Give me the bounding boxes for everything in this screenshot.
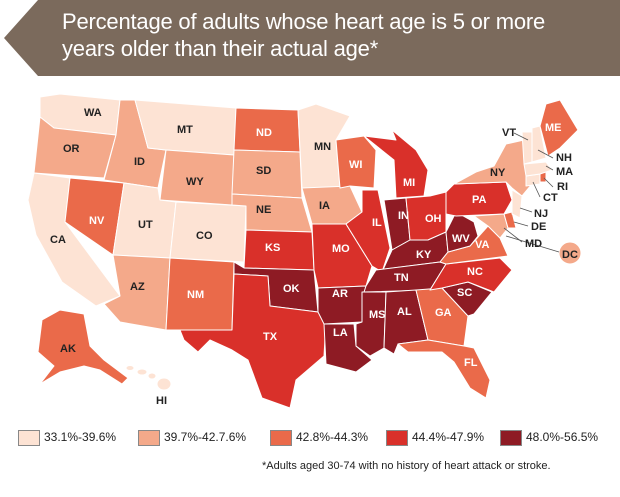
svg-text:DC: DC xyxy=(562,249,578,261)
state-NJ xyxy=(511,189,523,219)
svg-text:TN: TN xyxy=(394,272,409,284)
title-banner xyxy=(4,0,620,76)
svg-text:VA: VA xyxy=(475,239,490,251)
svg-text:PA: PA xyxy=(472,194,487,206)
svg-text:LA: LA xyxy=(333,327,348,339)
legend-label: 44.4%-47.9% xyxy=(412,430,485,444)
svg-text:GA: GA xyxy=(435,307,452,319)
state-AR xyxy=(317,285,367,325)
svg-text:TX: TX xyxy=(263,331,278,343)
svg-text:NJ: NJ xyxy=(534,208,548,220)
state-labels: WA MT ND MN OR ID WY SD WI MI NY ME VT N… xyxy=(50,107,578,407)
title-line-2: years older than their actual age* xyxy=(62,36,379,61)
state-IL xyxy=(345,189,391,273)
legend-swatch xyxy=(138,430,160,446)
svg-text:MN: MN xyxy=(314,141,331,153)
svg-text:SC: SC xyxy=(457,287,472,299)
svg-text:NE: NE xyxy=(256,204,271,216)
svg-text:SD: SD xyxy=(256,165,271,177)
svg-text:MS: MS xyxy=(369,309,386,321)
svg-text:KY: KY xyxy=(416,249,432,261)
state-MD xyxy=(473,213,509,239)
state-NH xyxy=(531,125,547,163)
banner-shape xyxy=(4,0,620,76)
us-map: WA MT ND MN OR ID WY SD WI MI NY ME VT N… xyxy=(27,93,582,409)
svg-text:HI: HI xyxy=(156,395,167,407)
state-FL xyxy=(397,339,491,399)
svg-text:NY: NY xyxy=(490,167,506,179)
title-line-1: Percentage of adults whose heart age is … xyxy=(62,9,546,34)
footnote: *Adults aged 30-74 with no history of he… xyxy=(262,460,551,472)
svg-text:CT: CT xyxy=(543,192,558,204)
svg-text:ME: ME xyxy=(545,122,562,134)
svg-text:MT: MT xyxy=(177,124,193,136)
state-DC xyxy=(558,241,582,265)
svg-text:AK: AK xyxy=(60,343,76,355)
legend-swatch xyxy=(18,430,40,446)
svg-text:WI: WI xyxy=(349,159,362,171)
svg-text:MI: MI xyxy=(403,177,415,189)
legend-label: 42.8%-44.3% xyxy=(296,430,369,444)
state-MA xyxy=(523,161,553,177)
svg-text:OR: OR xyxy=(63,143,80,155)
svg-text:FL: FL xyxy=(464,357,478,369)
svg-text:ID: ID xyxy=(134,156,145,168)
svg-text:OK: OK xyxy=(283,283,300,295)
state-HI xyxy=(125,365,172,391)
svg-text:NV: NV xyxy=(89,215,105,227)
svg-text:NC: NC xyxy=(467,266,483,278)
svg-text:WV: WV xyxy=(452,233,470,245)
svg-text:AR: AR xyxy=(332,288,348,300)
legend-swatch xyxy=(270,430,292,446)
legend-label: 33.1%-39.6% xyxy=(44,430,117,444)
state-ME xyxy=(539,99,579,157)
state-VT xyxy=(521,131,533,165)
svg-text:MD: MD xyxy=(525,238,542,250)
map-title: Percentage of adults whose heart age is … xyxy=(62,8,602,62)
svg-text:AZ: AZ xyxy=(130,281,145,293)
svg-text:CA: CA xyxy=(50,234,66,246)
state-TX xyxy=(179,273,327,409)
svg-text:WY: WY xyxy=(186,176,204,188)
svg-text:OH: OH xyxy=(425,213,442,225)
leader-lines xyxy=(503,132,560,253)
svg-text:MO: MO xyxy=(332,243,350,255)
svg-text:IA: IA xyxy=(319,200,330,212)
legend-swatch xyxy=(386,430,408,446)
legend-swatch xyxy=(500,430,522,446)
svg-text:WA: WA xyxy=(84,107,102,119)
svg-text:MA: MA xyxy=(556,166,573,178)
state-MI xyxy=(363,129,429,199)
state-LA xyxy=(323,323,373,373)
state-DE xyxy=(503,211,517,229)
svg-text:CO: CO xyxy=(196,230,213,242)
svg-text:ND: ND xyxy=(256,127,272,139)
svg-text:IN: IN xyxy=(398,210,409,222)
svg-text:VT: VT xyxy=(502,127,516,139)
svg-text:RI: RI xyxy=(557,181,568,193)
svg-text:AL: AL xyxy=(397,306,412,318)
svg-text:DE: DE xyxy=(531,221,546,233)
svg-text:NM: NM xyxy=(187,289,204,301)
svg-text:NH: NH xyxy=(556,152,572,164)
legend-label: 48.0%-56.5% xyxy=(526,430,599,444)
svg-text:KS: KS xyxy=(265,242,280,254)
legend: 33.1%-39.6% 39.7%-42.7.6% 42.8%-44.3% 44… xyxy=(18,428,618,452)
svg-text:IL: IL xyxy=(372,217,382,229)
legend-label: 39.7%-42.7.6% xyxy=(164,430,247,444)
state-AK xyxy=(37,309,129,385)
svg-text:UT: UT xyxy=(138,219,153,231)
